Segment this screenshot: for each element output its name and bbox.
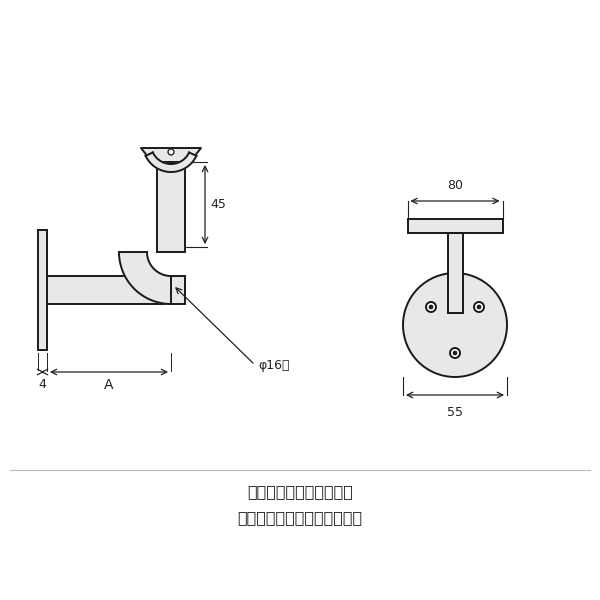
Text: 45: 45 bbox=[210, 198, 226, 211]
Circle shape bbox=[477, 305, 481, 309]
Text: 4: 4 bbox=[38, 379, 46, 391]
Text: 55: 55 bbox=[447, 406, 463, 419]
Circle shape bbox=[429, 305, 433, 309]
Polygon shape bbox=[146, 152, 196, 172]
Circle shape bbox=[403, 273, 507, 377]
Bar bbox=[448, 233, 463, 313]
Circle shape bbox=[474, 302, 484, 312]
Polygon shape bbox=[119, 252, 171, 304]
Circle shape bbox=[426, 302, 436, 312]
Wedge shape bbox=[445, 223, 465, 233]
Text: 80: 80 bbox=[447, 179, 463, 192]
Text: この画像は代表画像です: この画像は代表画像です bbox=[247, 485, 353, 499]
Bar bbox=[407, 219, 503, 233]
Circle shape bbox=[450, 348, 460, 358]
Circle shape bbox=[168, 149, 174, 155]
Bar bbox=[38, 230, 47, 350]
Bar bbox=[157, 162, 185, 252]
Text: A: A bbox=[104, 378, 114, 392]
Bar bbox=[47, 276, 185, 304]
Circle shape bbox=[453, 351, 457, 355]
Text: φ16軸: φ16軸 bbox=[258, 358, 290, 371]
Text: 詳細は仕様をご確認ください: 詳細は仕様をご確認ください bbox=[238, 511, 362, 526]
Polygon shape bbox=[141, 148, 201, 162]
